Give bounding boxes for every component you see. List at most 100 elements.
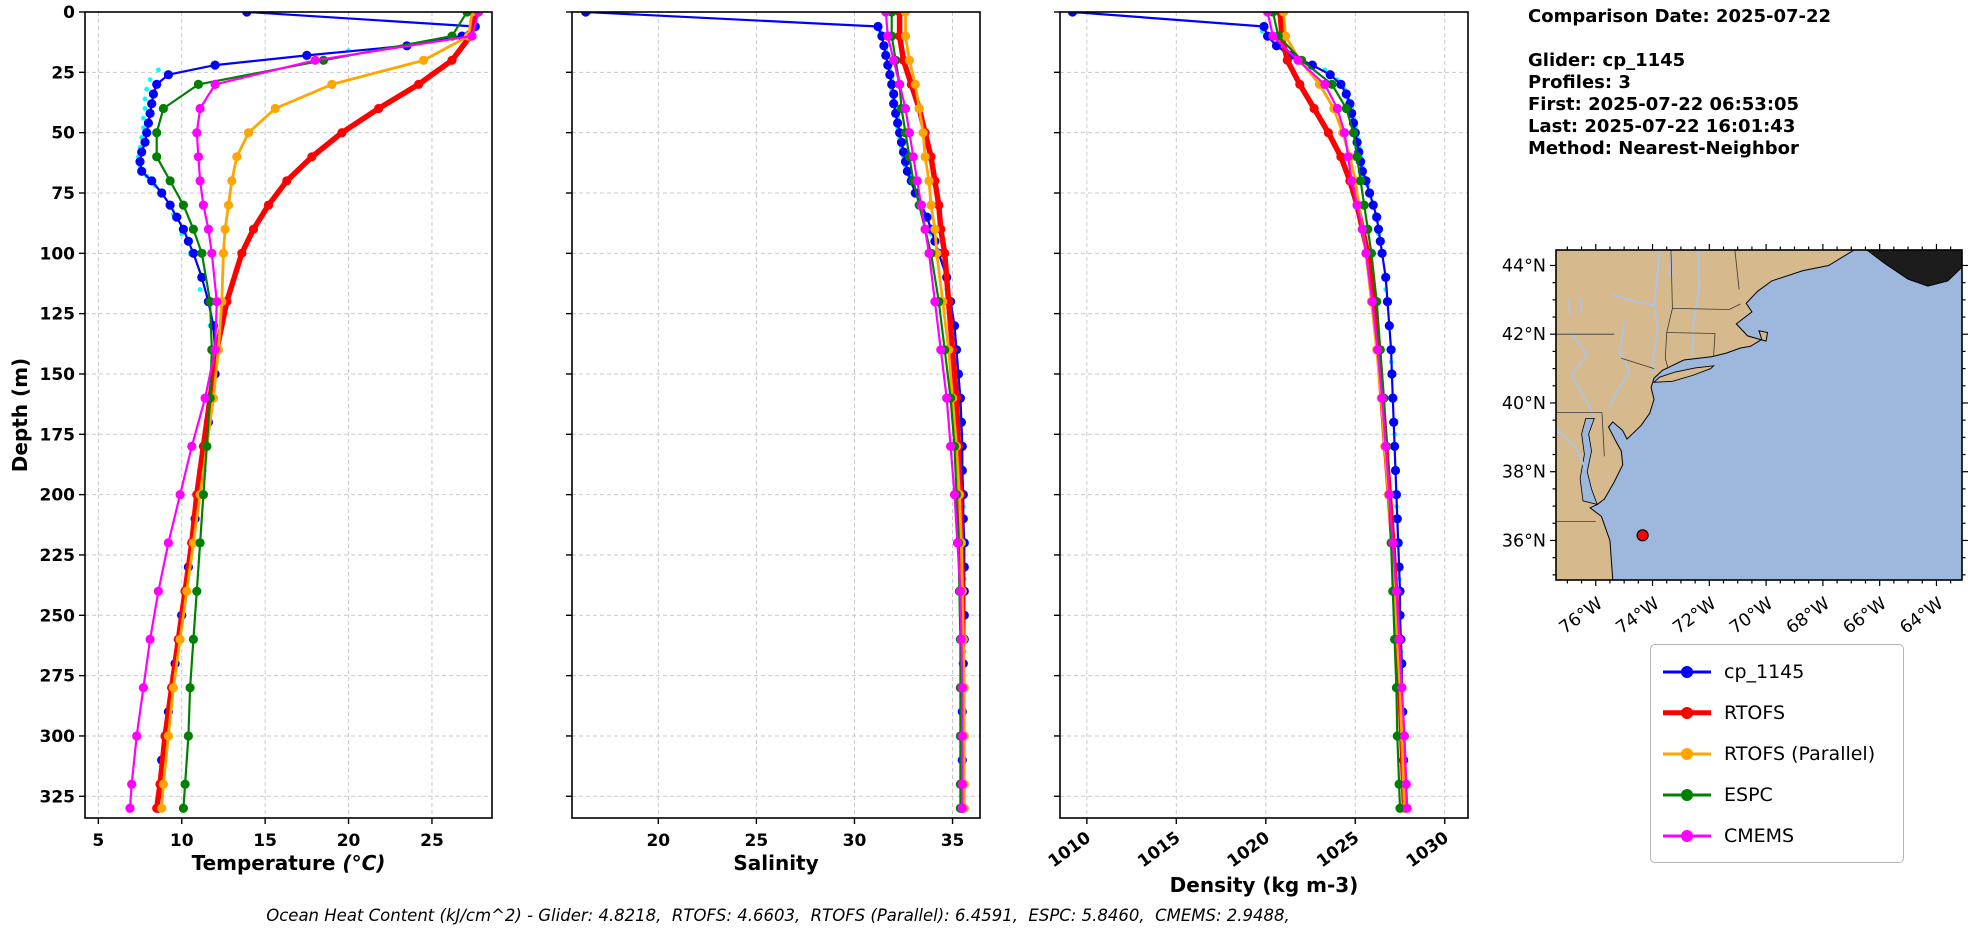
svg-text:1020: 1020 [1224, 828, 1274, 872]
ocean-heat-content-caption: Ocean Heat Content (kJ/cm^2) - Glider: 4… [266, 906, 1290, 925]
circle-marker-icon [1681, 747, 1693, 760]
svg-text:64°W: 64°W [1897, 594, 1948, 639]
circle-marker-icon [1681, 706, 1693, 719]
legend-line-sample [1663, 787, 1711, 803]
svg-text:38°N: 38°N [1502, 463, 1546, 483]
svg-text:30: 30 [843, 831, 867, 851]
map-river [1691, 250, 1701, 355]
svg-text:1030: 1030 [1403, 828, 1453, 872]
legend-line-sample [1663, 664, 1711, 680]
temperature-profile-panel: 5 10 15 20 250255075100125150175200225250275… [8, 3, 493, 875]
svg-text:40°N: 40°N [1502, 394, 1546, 414]
glider-id: Glider: cp_1145 [1528, 50, 1686, 71]
svg-text:44°N: 44°N [1502, 256, 1546, 276]
svg-text:300: 300 [40, 727, 76, 747]
svg-text:125: 125 [40, 305, 76, 325]
profiles-count: Profiles: 3 [1528, 72, 1631, 93]
map-long-island [1652, 365, 1715, 383]
map-state-border [1621, 357, 1655, 369]
svg-text:20: 20 [646, 831, 670, 851]
svg-text:25: 25 [51, 63, 75, 83]
map-river [1607, 322, 1631, 409]
svg-text:1015: 1015 [1134, 828, 1184, 872]
density-profile-panel: 1010 1015 1020 1025 1030 Density (kg m-3) [1045, 11, 1469, 897]
legend-label: cp_1145 [1724, 660, 1805, 683]
svg-text:35: 35 [941, 831, 965, 851]
svg-text:Density (kg m-3): Density (kg m-3) [1170, 873, 1359, 897]
density-series-group [1067, 12, 1412, 813]
location-map: 76°W 74°W 72°W 70°W 68°W 66°W 64°W 44°N 42°N 40°N… [1502, 244, 1968, 638]
svg-text:5: 5 [92, 831, 104, 851]
map-state-border [1666, 332, 1716, 334]
legend-label: CMEMS [1724, 824, 1795, 847]
svg-text:20: 20 [337, 831, 361, 851]
map-river [1569, 330, 1596, 418]
map-river [1556, 428, 1587, 471]
svg-text:225: 225 [40, 546, 76, 566]
comparison-date: Comparison Date: 2025-07-22 [1528, 6, 1832, 27]
legend-item-glider: cp_1145 [1651, 651, 1903, 692]
svg-text:275: 275 [40, 667, 76, 687]
circle-marker-icon [1681, 665, 1693, 678]
map-state-border [1601, 412, 1605, 457]
legend-line-sample [1663, 746, 1711, 762]
svg-text:74°W: 74°W [1613, 594, 1664, 639]
svg-text:15: 15 [253, 831, 277, 851]
svg-text:Salinity: Salinity [733, 851, 818, 875]
legend-item-espc: ESPC [1651, 774, 1903, 815]
svg-text:25: 25 [420, 831, 444, 851]
svg-text:50: 50 [51, 124, 75, 144]
svg-text:68°W: 68°W [1783, 594, 1834, 639]
svg-text:42°N: 42°N [1502, 325, 1546, 345]
legend-line-sample [1663, 828, 1711, 844]
legend-label: RTOFS [1724, 701, 1786, 724]
map-river [1651, 250, 1661, 374]
svg-text:150: 150 [40, 365, 76, 385]
legend-item-rtofs: RTOFS [1651, 692, 1903, 733]
legend-label: RTOFS (Parallel) [1724, 742, 1876, 765]
legend-label: ESPC [1724, 783, 1773, 806]
svg-text:66°W: 66°W [1840, 594, 1891, 639]
svg-text:175: 175 [40, 425, 76, 445]
svg-text:250: 250 [40, 606, 76, 626]
svg-text:1025: 1025 [1313, 828, 1363, 872]
svg-text:0: 0 [63, 3, 75, 23]
salinity-profile-panel: 20 25 30 35 Salinity [566, 11, 981, 875]
map-nova-scotia [1866, 250, 1962, 287]
map-river [1579, 298, 1583, 314]
map-state-border [1672, 303, 1741, 310]
info-panel: Comparison Date: 2025-07-22 Glider: cp_1… [1528, 6, 1831, 160]
map-river [1612, 293, 1655, 306]
glider-location-marker [1636, 529, 1649, 542]
svg-text:70°W: 70°W [1726, 594, 1777, 639]
circle-marker-icon [1681, 829, 1693, 842]
svg-text:200: 200 [40, 486, 76, 506]
svg-text:Depth (m): Depth (m) [8, 358, 32, 472]
legend-item-rtofs-parallel: RTOFS (Parallel) [1651, 733, 1903, 774]
map-state-border [1734, 250, 1740, 290]
method: Method: Nearest-Neighbor [1528, 138, 1799, 159]
last-profile-time: Last: 2025-07-22 16:01:43 [1528, 116, 1796, 137]
svg-text:10: 10 [170, 831, 194, 851]
map-state-border [1713, 333, 1716, 357]
map-river [1567, 299, 1572, 316]
svg-text:25: 25 [745, 831, 769, 851]
temperature-series-group [125, 12, 484, 813]
svg-text:36°N: 36°N [1502, 531, 1546, 551]
map-land [1556, 250, 1856, 580]
map-chesapeake-bay [1579, 418, 1598, 505]
svg-text:72°W: 72°W [1669, 594, 1720, 639]
info-spacer [1528, 28, 1831, 50]
svg-text:325: 325 [40, 787, 76, 807]
svg-text:Temperature (°C): Temperature (°C) [192, 851, 386, 875]
circle-marker-icon [1681, 788, 1693, 801]
legend: cp_1145 RTOFS RTOFS (Parallel) ESPC CMEM… [1650, 644, 1904, 863]
legend-line-sample [1663, 705, 1711, 721]
first-profile-time: First: 2025-07-22 06:53:05 [1528, 94, 1800, 115]
svg-text:100: 100 [40, 244, 76, 264]
legend-item-cmems: CMEMS [1651, 815, 1903, 856]
svg-text:1010: 1010 [1045, 828, 1095, 872]
salinity-series-group [581, 12, 969, 813]
